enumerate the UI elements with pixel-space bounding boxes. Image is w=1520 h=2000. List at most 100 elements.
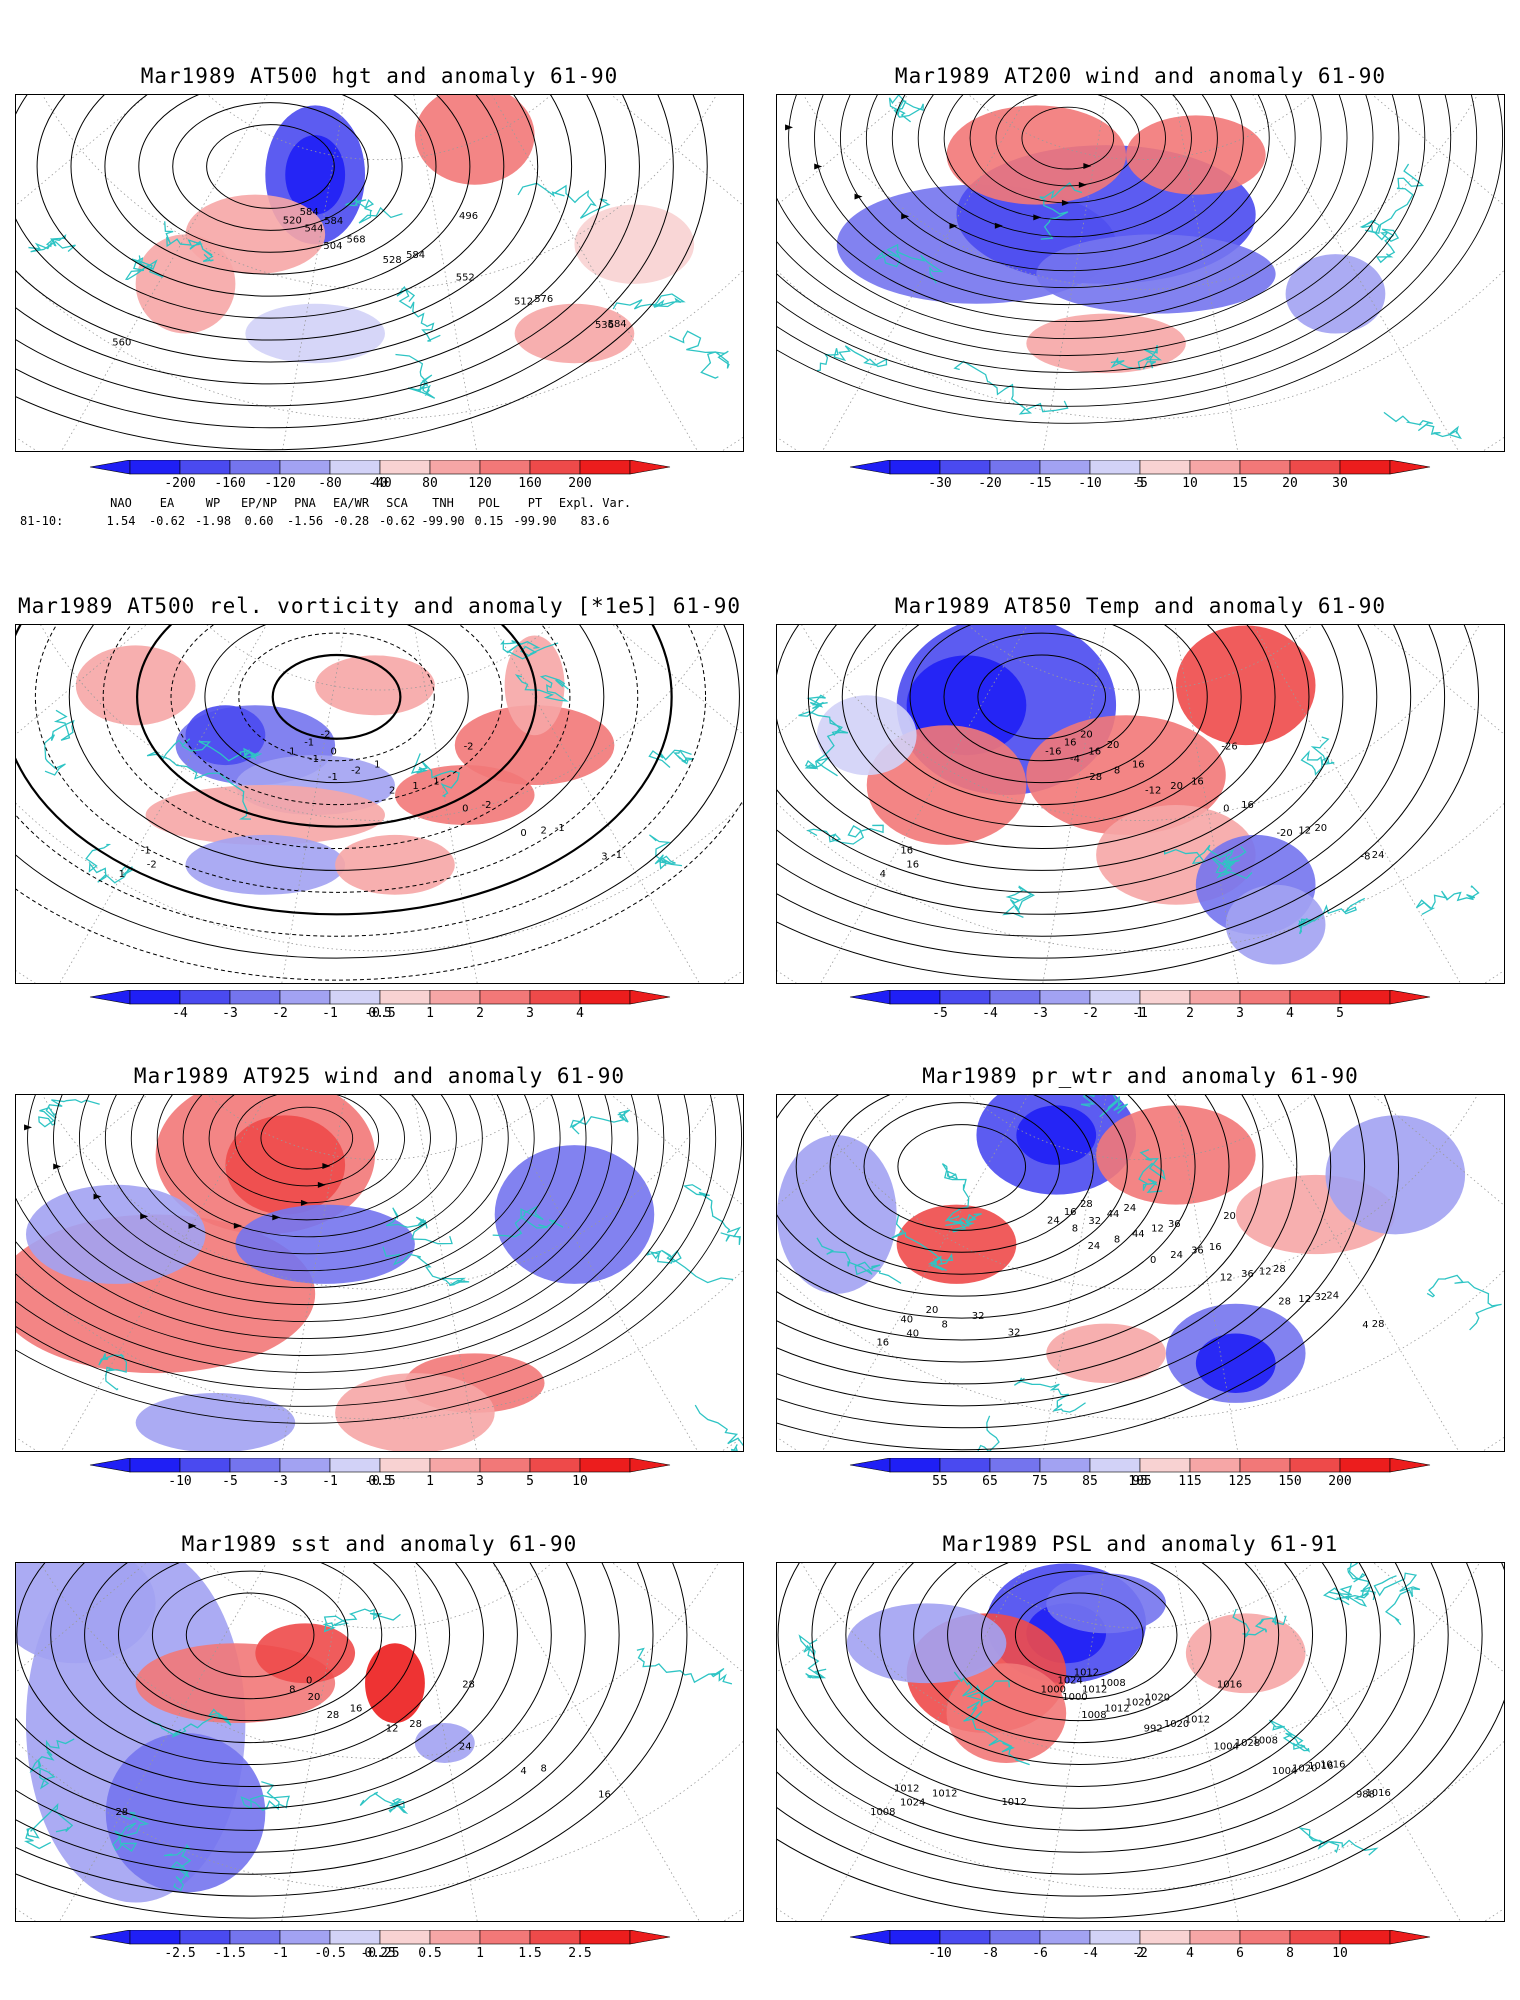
- map-svg: 496 504 512 520 528 536 544 552 560 568 576 584 584 5…: [16, 95, 743, 451]
- index-header: PT: [527, 496, 543, 510]
- contour-label: 16: [1064, 1207, 1077, 1218]
- coastline: [43, 709, 75, 776]
- colorbar-tick-label: 1.5: [518, 1946, 542, 1961]
- map-frame: 1016 1008 1004 1000 992 988 1000 1004 1008 1012 10…: [776, 1562, 1505, 1922]
- contour-label: 12: [1220, 1273, 1233, 1284]
- streamline-arrow: [1061, 199, 1070, 206]
- colorbar-cell: [889, 1458, 941, 1473]
- colorbar-cell: [1189, 460, 1241, 475]
- meridian-line: [16, 1095, 380, 1335]
- colorbar-cell: [1289, 460, 1341, 475]
- colorbar-cell: [1239, 990, 1291, 1005]
- contour-label: 20: [1107, 740, 1120, 751]
- colorbar-tick-label: -15: [1028, 476, 1052, 491]
- map-svg: [16, 1095, 743, 1451]
- contour-label: 1: [412, 781, 418, 792]
- contour-label: 568: [347, 235, 366, 246]
- streamline: [839, 95, 1296, 289]
- contour-label: 28: [409, 1719, 422, 1730]
- coastline: [85, 843, 136, 884]
- streamline: [814, 95, 1322, 306]
- contour-line: [777, 1563, 1449, 1875]
- meridian-line: [1140, 1095, 1479, 1451]
- coastline: [963, 1700, 1030, 1766]
- coastline: [1426, 1274, 1502, 1331]
- colorbar-tick-label: 1: [476, 1946, 484, 1961]
- colorbar-cell: [329, 460, 381, 475]
- index-row-label: 81-10:: [20, 514, 64, 528]
- index-value: 0.60: [244, 514, 274, 528]
- colorbar-cell: [279, 1930, 331, 1945]
- contour-label: 504: [323, 241, 342, 252]
- colorbar-cell: [429, 460, 481, 475]
- contour-label: 24: [1372, 850, 1385, 861]
- coastline: [1323, 1585, 1370, 1608]
- anomaly-area: [335, 1373, 495, 1451]
- contour-label: 512: [514, 297, 533, 308]
- panel-vort500: Mar1989 AT500 rel. vorticity and anomaly…: [15, 594, 744, 984]
- colorbar-tick-label: -10: [168, 1474, 192, 1489]
- streamline: [943, 95, 1192, 221]
- contour-line: [204, 625, 469, 784]
- colorbar-tick-label: -2: [1082, 1006, 1098, 1021]
- colorbar-tick-label: 120: [468, 476, 492, 491]
- streamline: [16, 1095, 613, 1339]
- contour-label: -2: [482, 800, 492, 811]
- contour-label: 544: [304, 223, 323, 234]
- colorbar-sst: -2.5 -1.5 -1 -0.5 -0.25 0.25 0.5 1 1.5 2.5: [60, 1930, 700, 1964]
- contour-label: 20: [1223, 1211, 1236, 1222]
- streamline: [16, 1095, 639, 1356]
- meridian-line: [1140, 1095, 1504, 1335]
- contour-line: [977, 654, 1107, 740]
- contour-label: 24: [1047, 1216, 1060, 1227]
- contour-label: 0: [306, 1676, 312, 1687]
- contour-label: 28: [115, 1807, 128, 1818]
- index-value: 1.54: [106, 514, 136, 528]
- colorbar-tick-label: -4: [1082, 1946, 1098, 1961]
- meridian-line: [802, 95, 1141, 451]
- streamline-arrow: [814, 163, 823, 170]
- colorbar-tick-label: -4: [982, 1006, 998, 1021]
- colorbar-cell: [989, 1930, 1041, 1945]
- contour-line: [841, 625, 1242, 828]
- colorbar-tick-label: -0.5: [364, 1006, 396, 1021]
- map-frame: 20 24 28 24 0 4 8 12 16 8 12 16 24 28 32 36 40 44 32 28 36 40…: [776, 1094, 1505, 1452]
- contour-label: 20: [308, 1692, 321, 1703]
- coastline: [382, 1246, 470, 1287]
- contour-label: 28: [1273, 1264, 1286, 1275]
- meridian-line: [1140, 1095, 1259, 1451]
- colorbar-high-arrow: [1389, 1458, 1431, 1473]
- contour-label: 1020: [1292, 1763, 1317, 1774]
- anomaly-area: [414, 1723, 475, 1763]
- colorbar-svg: [89, 460, 671, 475]
- colorbar-cell: [1189, 1930, 1241, 1945]
- colorbar-cell: [329, 1930, 381, 1945]
- colorbar-cell: [429, 1458, 481, 1473]
- contour-line: [16, 95, 607, 385]
- colorbar-tick-label: -4: [172, 1006, 188, 1021]
- colorbar-low-arrow: [849, 990, 891, 1005]
- contour-line: [1014, 1592, 1144, 1678]
- index-value: 83.6: [580, 514, 610, 528]
- contour-label: 0: [331, 747, 337, 758]
- contour-label: 24: [1170, 1250, 1183, 1261]
- colorbar-tick-label: 55: [932, 1474, 948, 1489]
- contour-line: [68, 625, 605, 871]
- contour-label: 24: [1123, 1203, 1136, 1214]
- contour-line: [879, 1563, 1280, 1766]
- colorbar-cell: [1039, 460, 1091, 475]
- contour-label: 16: [876, 1338, 889, 1349]
- colorbar-cell: [989, 990, 1041, 1005]
- contour-line: [777, 625, 1480, 981]
- streamline: [777, 95, 1452, 390]
- contour-line: [16, 625, 673, 916]
- anomaly-area: [1036, 234, 1276, 314]
- colorbar-tick-label: 1: [426, 1006, 434, 1021]
- colorbar-cell: [479, 460, 531, 475]
- colorbar-tick-label: 150: [1278, 1474, 1302, 1489]
- coastline: [1138, 1149, 1166, 1193]
- streamline: [260, 1106, 354, 1170]
- contour-line: [777, 1563, 1381, 1831]
- contour-line: [238, 632, 435, 762]
- contour-label: 4: [1362, 1320, 1368, 1331]
